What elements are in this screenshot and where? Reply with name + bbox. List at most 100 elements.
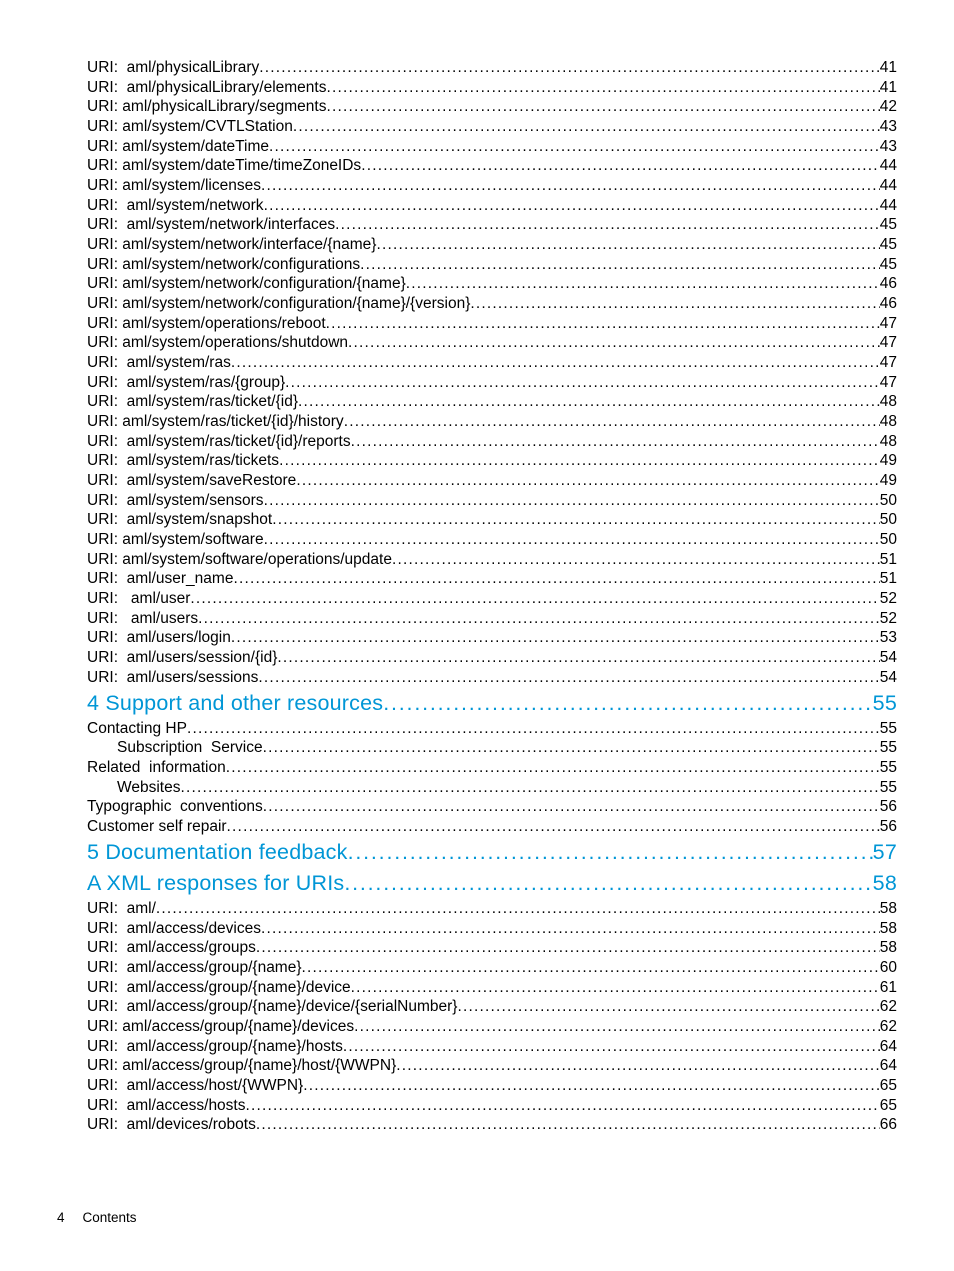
toc-entry-row[interactable]: URI: aml/users/session/{id}.............… xyxy=(57,648,897,668)
toc-leader-dots: ........................................… xyxy=(231,628,880,648)
toc-entry-row[interactable]: URI: aml/users/login....................… xyxy=(57,628,897,648)
toc-entry-row[interactable]: URI: aml/system/dateTime/timeZoneIDs....… xyxy=(57,156,897,176)
toc-entry-row[interactable]: Websites................................… xyxy=(57,778,897,798)
toc-entry-row[interactable]: Related information.....................… xyxy=(57,758,897,778)
toc-entry-row[interactable]: URI: aml/users/sessions.................… xyxy=(57,668,897,688)
toc-entry-row[interactable]: URI: aml/system/software/operations/upda… xyxy=(57,550,897,570)
toc-entry-row[interactable]: URI: aml/system/operations/shutdown.....… xyxy=(57,333,897,353)
toc-entry-label: URI: aml/system/network xyxy=(87,196,264,216)
toc-entry-page: 45 xyxy=(880,215,897,235)
toc-entry-row[interactable]: URI: aml/system/network/configuration/{n… xyxy=(57,294,897,314)
toc-entry-row[interactable]: Customer self repair....................… xyxy=(57,817,897,837)
toc-entry-row[interactable]: URI: aml/access/group/{name}/device/{ser… xyxy=(57,997,897,1017)
toc-entry-label: URI: aml/system/saveRestore xyxy=(87,471,296,491)
toc-entry-row[interactable]: URI: aml/system/operations/reboot.......… xyxy=(57,314,897,334)
toc-entry-label: URI: aml/system/ras/{group} xyxy=(87,373,285,393)
toc-entry-page: 48 xyxy=(880,392,897,412)
toc-entry-row[interactable]: URI: aml/users..........................… xyxy=(57,609,897,629)
toc-entry-label: URI: aml/devices/robots xyxy=(87,1115,256,1135)
toc-entry-row[interactable]: URI: aml/system/network/interface/{name}… xyxy=(57,235,897,255)
toc-entry-page: 50 xyxy=(880,510,897,530)
toc-leader-dots: ........................................… xyxy=(261,176,880,196)
toc-leader-dots: ........................................… xyxy=(360,255,880,275)
toc-entry-row[interactable]: URI: aml/user...........................… xyxy=(57,589,897,609)
toc-leader-dots: ........................................… xyxy=(187,719,880,739)
toc-entry-row[interactable]: URI: aml/physicalLibrary/elements.......… xyxy=(57,78,897,98)
toc-entry-label: URI: aml/users xyxy=(87,609,198,629)
toc-entry-row[interactable]: URI: aml/system/ras.....................… xyxy=(57,353,897,373)
toc-entry-row[interactable]: Subscription Service....................… xyxy=(57,738,897,758)
toc-entry-row[interactable]: URI: aml/physicalLibrary/segments.......… xyxy=(57,97,897,117)
toc-entry-page: 56 xyxy=(880,817,897,837)
toc-entry-row[interactable]: URI: aml/access/group/{name}/device.....… xyxy=(57,978,897,998)
toc-entry-row[interactable]: Typographic conventions.................… xyxy=(57,797,897,817)
toc-entry-row[interactable]: URI: aml/system/dateTime................… xyxy=(57,137,897,157)
toc-leader-dots: ........................................… xyxy=(335,215,880,235)
toc-entry-row[interactable]: URI: aml/system/ras/ticket/{id}.........… xyxy=(57,392,897,412)
toc-entry-page: 45 xyxy=(880,235,897,255)
toc-entry-row[interactable]: URI: aml/system/snapshot................… xyxy=(57,510,897,530)
toc-entry-page: 55 xyxy=(880,758,897,778)
toc-entry-page: 48 xyxy=(880,432,897,452)
toc-entry-page: 65 xyxy=(880,1076,897,1096)
toc-entry-page: 43 xyxy=(880,117,897,137)
toc-leader-dots: ........................................… xyxy=(296,471,879,491)
toc-entry-row[interactable]: URI: aml/system/software................… xyxy=(57,530,897,550)
toc-leader-dots: ........................................… xyxy=(361,156,880,176)
toc-entry-row[interactable]: URI: aml/system/licenses................… xyxy=(57,176,897,196)
toc-entry-page: 46 xyxy=(880,274,897,294)
toc-entry-row[interactable]: URI: aml/access/group/{name}/hosts......… xyxy=(57,1037,897,1057)
toc-entry-label: 5 Documentation feedback xyxy=(87,837,348,868)
toc-entry-row[interactable]: URI: aml/...............................… xyxy=(57,899,897,919)
toc-entry-row[interactable]: URI: aml/user_name......................… xyxy=(57,569,897,589)
toc-entry-page: 51 xyxy=(880,550,897,570)
toc-entry-row[interactable]: URI: aml/system/network/interfaces......… xyxy=(57,215,897,235)
toc-entry-label: URI: aml/system/operations/shutdown xyxy=(87,333,348,353)
toc-entry-row[interactable]: URI: aml/system/CVTLStation.............… xyxy=(57,117,897,137)
toc-chapter-row[interactable]: 5 Documentation feedback................… xyxy=(57,837,897,868)
toc-entry-label: Typographic conventions xyxy=(87,797,263,817)
toc-entry-label: URI: aml/system/software/operations/upda… xyxy=(87,550,392,570)
toc-entry-row[interactable]: URI: aml/access/host/{WWPN}.............… xyxy=(57,1076,897,1096)
toc-entry-row[interactable]: URI: aml/system/network/configurations..… xyxy=(57,255,897,275)
toc-entry-label: URI: aml/system/dateTime xyxy=(87,137,269,157)
toc-entry-row[interactable]: URI: aml/system/ras/ticket/{id}/history.… xyxy=(57,412,897,432)
toc-entry-page: 48 xyxy=(880,412,897,432)
toc-entry-page: 55 xyxy=(873,688,897,719)
toc-entry-page: 58 xyxy=(873,868,897,899)
toc-entry-row[interactable]: Contacting HP...........................… xyxy=(57,719,897,739)
toc-entry-row[interactable]: URI: aml/access/group/{name}/devices....… xyxy=(57,1017,897,1037)
toc-entry-row[interactable]: URI: aml/access/groups..................… xyxy=(57,938,897,958)
toc-entry-row[interactable]: URI: aml/devices/robots.................… xyxy=(57,1115,897,1135)
toc-entry-row[interactable]: URI: aml/system/saveRestore.............… xyxy=(57,471,897,491)
toc-chapter-row[interactable]: A XML responses for URIs................… xyxy=(57,868,897,899)
toc-entry-row[interactable]: URI: aml/physicalLibrary................… xyxy=(57,58,897,78)
toc-leader-dots: ........................................… xyxy=(344,868,872,899)
toc-entry-page: 47 xyxy=(880,353,897,373)
toc-entry-row[interactable]: URI: aml/system/network/configuration/{n… xyxy=(57,274,897,294)
toc-entry-page: 47 xyxy=(880,373,897,393)
toc-entry-label: URI: aml/access/devices xyxy=(87,919,261,939)
toc-entry-row[interactable]: URI: aml/system/sensors.................… xyxy=(57,491,897,511)
toc-entry-row[interactable]: URI: aml/access/devices.................… xyxy=(57,919,897,939)
toc-entry-row[interactable]: URI: aml/system/ras/ticket/{id}/reports.… xyxy=(57,432,897,452)
toc-entry-label: URI: aml/system/software xyxy=(87,530,264,550)
toc-leader-dots: ........................................… xyxy=(256,938,880,958)
toc-leader-dots: ........................................… xyxy=(227,817,880,837)
toc-chapter-row[interactable]: 4 Support and other resources...........… xyxy=(57,688,897,719)
toc-entry-row[interactable]: URI: aml/system/ras/tickets.............… xyxy=(57,451,897,471)
toc-entry-label: URI: aml/access/hosts xyxy=(87,1096,246,1116)
toc-entry-label: URI: aml/system/network/interface/{name} xyxy=(87,235,376,255)
toc-leader-dots: ........................................… xyxy=(351,432,880,452)
toc-entry-row[interactable]: URI: aml/system/ras/{group}.............… xyxy=(57,373,897,393)
toc-entry-page: 58 xyxy=(880,938,897,958)
toc-entry-label: URI: aml/system/sensors xyxy=(87,491,264,511)
toc-leader-dots: ........................................… xyxy=(264,491,880,511)
toc-entry-page: 49 xyxy=(880,471,897,491)
toc-entry-label: A XML responses for URIs xyxy=(87,868,344,899)
toc-entry-label: URI: aml/users/login xyxy=(87,628,231,648)
toc-entry-row[interactable]: URI: aml/access/group/{name}/host/{WWPN}… xyxy=(57,1056,897,1076)
toc-entry-row[interactable]: URI: aml/access/hosts...................… xyxy=(57,1096,897,1116)
toc-entry-row[interactable]: URI: aml/access/group/{name}............… xyxy=(57,958,897,978)
toc-entry-row[interactable]: URI: aml/system/network.................… xyxy=(57,196,897,216)
